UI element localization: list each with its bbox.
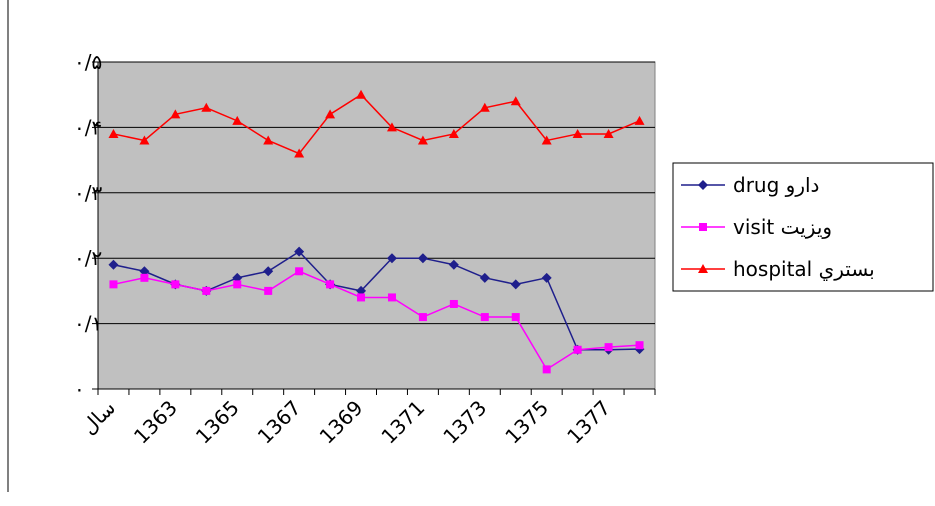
marker <box>356 285 367 296</box>
marker <box>263 266 274 277</box>
series-line <box>113 93 640 155</box>
marker <box>263 135 274 145</box>
marker <box>542 365 551 374</box>
marker <box>699 223 707 231</box>
marker <box>573 345 582 354</box>
marker <box>386 253 397 264</box>
x-tick-label: 1369 <box>315 396 368 449</box>
marker <box>108 259 119 270</box>
marker <box>448 128 459 138</box>
marker <box>357 293 366 302</box>
marker <box>171 280 180 289</box>
legend-label: drug دارو <box>733 173 819 197</box>
marker <box>139 135 150 145</box>
marker <box>604 343 613 352</box>
x-tick-label: سال <box>77 396 120 439</box>
marker <box>202 286 211 295</box>
y-tick-label: ۰ <box>74 377 85 401</box>
marker <box>386 122 397 132</box>
marker <box>603 128 614 138</box>
x-tick-label: 1365 <box>191 396 244 449</box>
marker <box>541 135 552 145</box>
marker <box>264 286 273 295</box>
x-tick-label: 1373 <box>438 396 491 449</box>
marker <box>480 313 489 322</box>
marker <box>233 280 242 289</box>
x-tick-label: 1377 <box>562 396 615 449</box>
marker <box>232 272 243 283</box>
marker <box>201 102 212 112</box>
marker <box>294 246 305 257</box>
marker <box>479 272 490 283</box>
x-tick-label: 1367 <box>253 396 306 449</box>
marker <box>511 313 520 322</box>
marker <box>417 135 428 145</box>
marker <box>387 293 396 302</box>
marker <box>698 180 708 190</box>
marker <box>325 109 336 119</box>
x-tick-label: 1375 <box>500 396 553 449</box>
marker <box>510 279 521 290</box>
marker <box>635 341 644 350</box>
marker <box>232 115 243 125</box>
marker <box>479 102 490 112</box>
marker <box>698 264 708 273</box>
x-tick-label: 1371 <box>376 396 429 449</box>
marker <box>634 115 645 125</box>
marker <box>572 128 583 138</box>
marker <box>139 266 150 277</box>
x-tick-label: 1363 <box>129 396 182 449</box>
marker <box>541 272 552 283</box>
marker <box>294 148 305 158</box>
marker <box>418 313 427 322</box>
marker <box>108 128 119 138</box>
marker <box>109 280 118 289</box>
marker <box>510 96 521 106</box>
series-line <box>113 270 640 371</box>
legend-label: hospital بستري <box>733 257 875 282</box>
marker <box>295 267 304 276</box>
marker <box>356 89 367 99</box>
marker <box>448 259 459 270</box>
marker <box>449 299 458 308</box>
marker <box>140 273 149 282</box>
legend-label: visit ویزیت <box>733 215 832 239</box>
marker <box>170 109 181 119</box>
marker <box>417 253 428 264</box>
marker <box>326 280 335 289</box>
